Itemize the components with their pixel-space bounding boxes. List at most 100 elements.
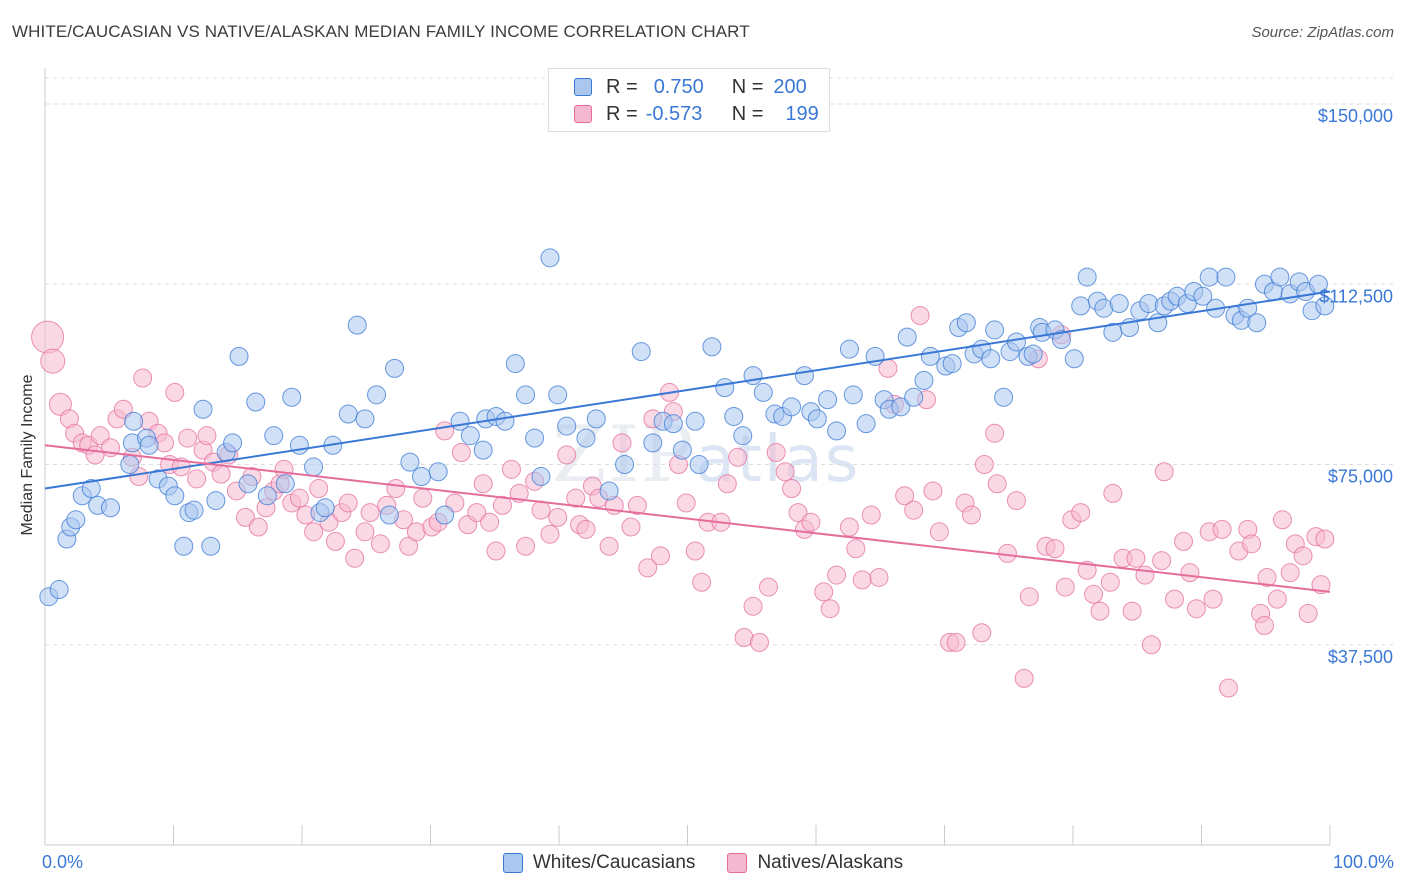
natives-point: [451, 443, 471, 462]
natives-point: [1280, 563, 1300, 583]
legend-whites-r: 0.750: [653, 75, 704, 98]
natives-point: [1315, 529, 1335, 549]
natives-point: [961, 505, 981, 525]
natives-point: [621, 517, 641, 537]
natives-point: [355, 522, 375, 542]
natives-point: [1071, 503, 1091, 523]
natives-point: [627, 495, 647, 515]
natives-point: [1257, 567, 1277, 587]
natives-point: [1122, 601, 1142, 621]
natives-point: [576, 519, 596, 539]
natives-point: [1267, 589, 1287, 609]
natives-point: [852, 570, 872, 590]
whites-point: [1109, 294, 1129, 313]
natives-point: [782, 479, 802, 499]
natives-point: [788, 503, 808, 523]
natives-point: [775, 462, 795, 482]
natives-point: [946, 632, 966, 652]
x-tick-max: 100.0%: [1332, 852, 1394, 872]
whites-legend-label: Whites/Caucasians: [532, 852, 696, 873]
natives-point: [1293, 546, 1313, 566]
natives-point: [48, 392, 72, 416]
whites-point: [663, 414, 683, 434]
natives-point: [1006, 491, 1026, 511]
natives-point: [1180, 563, 1200, 583]
whites-point: [315, 498, 335, 518]
whites-point: [843, 385, 863, 405]
whites-point: [540, 248, 560, 268]
whites-point: [412, 467, 432, 487]
natives-legend-label: Natives/Alaskans: [757, 852, 904, 873]
whites-point: [956, 313, 976, 333]
natives-point: [758, 577, 778, 597]
whites-point: [379, 505, 399, 525]
series-legend-natives[interactable]: Natives/Alaskans: [727, 852, 903, 874]
y-tick-label: $112,500: [1319, 286, 1393, 306]
natives-point: [749, 632, 769, 652]
legend-natives-n: 199: [785, 102, 819, 125]
natives-point: [923, 481, 943, 501]
natives-point: [1254, 616, 1274, 636]
legend-natives-r: -0.573: [645, 102, 703, 125]
natives-point: [516, 536, 536, 556]
whites-point: [460, 426, 480, 446]
whites-point: [1051, 330, 1071, 350]
series-legend: Whites/Caucasians Natives/Alaskans: [0, 852, 1406, 874]
legend-r-label: R =: [606, 102, 638, 125]
natives-point: [289, 488, 309, 508]
natives-point: [309, 479, 329, 499]
natives-point: [435, 421, 455, 441]
natives-trend-line: [44, 444, 1331, 593]
natives-point: [839, 517, 859, 537]
whites-legend-swatch: [502, 853, 523, 873]
whites-point: [914, 370, 934, 390]
natives-point: [467, 503, 487, 523]
natives-point: [743, 596, 763, 616]
whites-point: [856, 414, 876, 434]
natives-point: [1103, 483, 1123, 503]
whites-point: [49, 579, 69, 599]
natives-point: [861, 505, 881, 525]
natives-point: [846, 539, 866, 559]
natives-point: [974, 455, 994, 475]
natives-point: [692, 572, 712, 592]
grid-layer: [45, 77, 1395, 646]
natives-point: [820, 599, 840, 619]
natives-point: [638, 558, 658, 578]
natives-point: [248, 517, 268, 537]
whites-point: [120, 455, 140, 475]
chart-title: WHITE/CAUCASIAN VS NATIVE/ALASKAN MEDIAN…: [12, 22, 750, 41]
natives-point: [486, 541, 506, 561]
whites-point: [702, 337, 722, 357]
whites-point: [631, 342, 651, 362]
whites-point: [238, 474, 258, 494]
series-legend-whites[interactable]: Whites/Caucasians: [502, 852, 696, 874]
natives-point: [165, 382, 185, 402]
whites-point: [672, 440, 692, 460]
whites-point: [807, 409, 827, 429]
whites-point: [275, 474, 295, 494]
natives-point: [766, 443, 786, 462]
whites-point: [839, 339, 859, 359]
whites-point: [1023, 344, 1043, 364]
natives-point: [985, 423, 1005, 443]
natives-point: [1186, 599, 1206, 619]
natives-point: [987, 474, 1007, 494]
whites-point: [400, 452, 420, 472]
whites-point: [548, 385, 568, 405]
whites-point: [994, 387, 1014, 407]
natives-point: [1014, 668, 1034, 688]
source-label: Source: ZipAtlas.com: [1251, 24, 1394, 41]
legend-n-label: N =: [731, 102, 764, 125]
natives-point: [413, 488, 433, 508]
whites-point: [505, 354, 525, 374]
whites-point: [246, 392, 266, 412]
whites-point: [1077, 267, 1097, 287]
natives-point: [801, 512, 821, 532]
whites-point: [139, 435, 159, 455]
whites-point: [66, 510, 86, 530]
whites-point: [643, 433, 663, 453]
natives-point: [557, 445, 577, 465]
whites-point: [1071, 296, 1091, 316]
